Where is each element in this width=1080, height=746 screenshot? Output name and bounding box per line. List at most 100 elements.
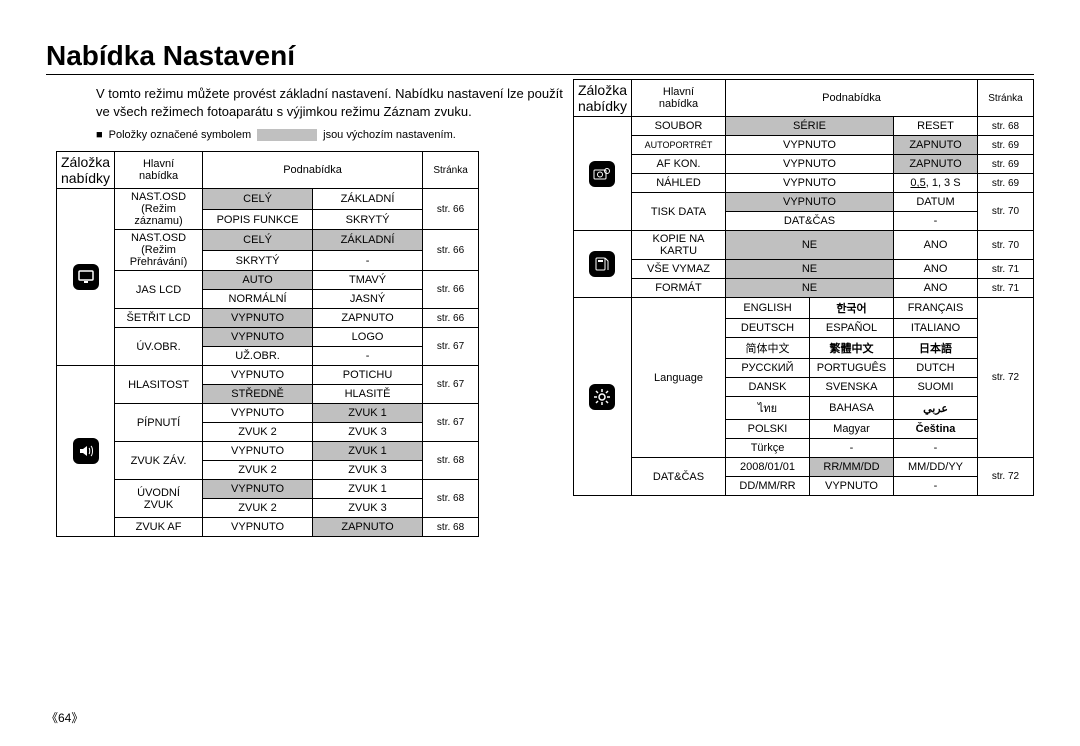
menu-main: NAST.OSD(Režimzáznamu) [115,189,203,230]
section-icon [573,231,631,298]
page-ref: str. 69 [978,174,1034,193]
menu-sub: Magyar [810,420,894,439]
menu-sub: PORTUGUÊS [810,359,894,378]
page-ref: str. 66 [423,230,479,271]
section-icon [573,298,631,496]
table-row: ZVUK AFVYPNUTOZAPNUTOstr. 68 [57,518,479,537]
menu-sub: RR/MM/DD [810,458,894,477]
menu-sub: VYPNUTO [726,136,894,155]
menu-sub: ANO [894,279,978,298]
menu-sub: ENGLISH [726,298,810,319]
menu-sub: VYPNUTO [203,442,313,461]
menu-sub: NE [726,260,894,279]
menu-sub: NORMÁLNÍ [203,290,313,309]
menu-sub: VYPNUTO [810,477,894,496]
page-ref: str. 72 [978,298,1034,458]
table-row: PÍPNUTÍVYPNUTOZVUK 1str. 67 [57,404,479,423]
table-row: ŠETŘIT LCDVYPNUTOZAPNUTOstr. 66 [57,309,479,328]
table-row: TISK DATAVYPNUTODATUMstr. 70 [573,193,1033,212]
table-row: VŠE VYMAZNEANOstr. 71 [573,260,1033,279]
hdr-tab: Záložkanabídky [57,152,115,189]
menu-main: ZVUK AF [115,518,203,537]
intro-text: V tomto režimu můžete provést základní n… [96,85,573,121]
table-row: HLASITOSTVYPNUTOPOTICHUstr. 67 [57,366,479,385]
menu-sub: ZAPNUTO [313,518,423,537]
menu-sub: POLSKI [726,420,810,439]
table-row: LanguageENGLISH한국어FRANÇAISstr. 72 [573,298,1033,319]
table-row: JAS LCDAUTOTMAVÝstr. 66 [57,271,479,290]
menu-main: HLASITOST [115,366,203,404]
menu-sub: ZÁKLADNÍ [313,230,423,251]
menu-sub: POTICHU [313,366,423,385]
table-row: DAT&ČAS2008/01/01RR/MM/DDMM/DD/YYstr. 72 [573,458,1033,477]
menu-sub: ZVUK 1 [313,404,423,423]
table-row: NAST.OSD(Režimzáznamu)CELÝZÁKLADNÍstr. 6… [57,189,479,210]
page-ref: str. 68 [978,117,1034,136]
menu-main: ŠETŘIT LCD [115,309,203,328]
menu-main: PÍPNUTÍ [115,404,203,442]
menu-sub: VYPNUTO [726,193,894,212]
table-row: ZVUK ZÁV.VYPNUTOZVUK 1str. 68 [57,442,479,461]
menu-sub: POPIS FUNKCE [203,209,313,230]
menu-main: DAT&ČAS [632,458,726,496]
hdr-main: Hlavnínabídka [115,152,203,189]
menu-main: NAST.OSD(RežimPřehrávání) [115,230,203,271]
menu-sub: ZVUK 2 [203,423,313,442]
table-row: KOPIE NAKARTUNEANOstr. 70 [573,231,1033,260]
menu-sub: - [894,477,978,496]
menu-sub: SVENSKA [810,378,894,397]
left-settings-table: ZáložkanabídkyHlavnínabídkaPodnabídkaStr… [56,151,479,537]
menu-sub: DEUTSCH [726,319,810,338]
page-number: 《64》 [46,709,83,726]
menu-main: ZVUK ZÁV. [115,442,203,480]
menu-sub: DUTCH [894,359,978,378]
menu-sub: VYPNUTO [203,328,313,347]
page-ref: str. 67 [423,366,479,404]
default-note: ■ Položky označené symbolem jsou výchozí… [96,129,573,141]
menu-main: KOPIE NAKARTU [632,231,726,260]
menu-sub: - [894,212,978,231]
menu-sub: ZVUK 2 [203,499,313,518]
menu-sub: BAHASA [810,397,894,420]
menu-sub: 0,5, 1, 3 S [894,174,978,193]
menu-sub: - [313,347,423,366]
menu-sub: HLASITĚ [313,385,423,404]
table-row: ÚV.OBR.VYPNUTOLOGOstr. 67 [57,328,479,347]
menu-sub: ไทย [726,397,810,420]
table-row: NAST.OSD(RežimPřehrávání)CELÝZÁKLADNÍstr… [57,230,479,251]
menu-sub: 한국어 [810,298,894,319]
hdr-tab: Záložkanabídky [573,80,631,117]
menu-sub: VYPNUTO [203,518,313,537]
menu-sub: DANSK [726,378,810,397]
menu-sub: ZÁKLADNÍ [313,189,423,210]
menu-sub: 简体中文 [726,338,810,359]
menu-sub: ZAPNUTO [894,136,978,155]
menu-main: FORMÁT [632,279,726,298]
menu-sub: Čeština [894,420,978,439]
menu-sub: ZVUK 3 [313,423,423,442]
menu-sub: DATUM [894,193,978,212]
section-icon [57,189,115,366]
camera-gear-icon [589,161,615,187]
menu-sub: MM/DD/YY [894,458,978,477]
menu-sub: عربي [894,397,978,420]
menu-sub: FRANÇAIS [894,298,978,319]
menu-sub: ZAPNUTO [894,155,978,174]
menu-sub: VYPNUTO [203,309,313,328]
table-row: AF KON.VYPNUTOZAPNUTOstr. 69 [573,155,1033,174]
table-row: ÚVODNÍZVUKVYPNUTOZVUK 1str. 68 [57,480,479,499]
menu-sub: RESET [894,117,978,136]
menu-sub: РУССКИЙ [726,359,810,378]
display-icon [73,264,99,290]
sound-icon [73,438,99,464]
menu-sub: CELÝ [203,230,313,251]
page-ref: str. 66 [423,271,479,309]
menu-sub: ZVUK 3 [313,499,423,518]
menu-sub: SKRYTÝ [313,209,423,230]
menu-sub: NE [726,231,894,260]
menu-main: AUTOPORTRÉT [632,136,726,155]
menu-sub: CELÝ [203,189,313,210]
page-ref: str. 70 [978,231,1034,260]
menu-main: Language [632,298,726,458]
menu-sub: ZAPNUTO [313,309,423,328]
